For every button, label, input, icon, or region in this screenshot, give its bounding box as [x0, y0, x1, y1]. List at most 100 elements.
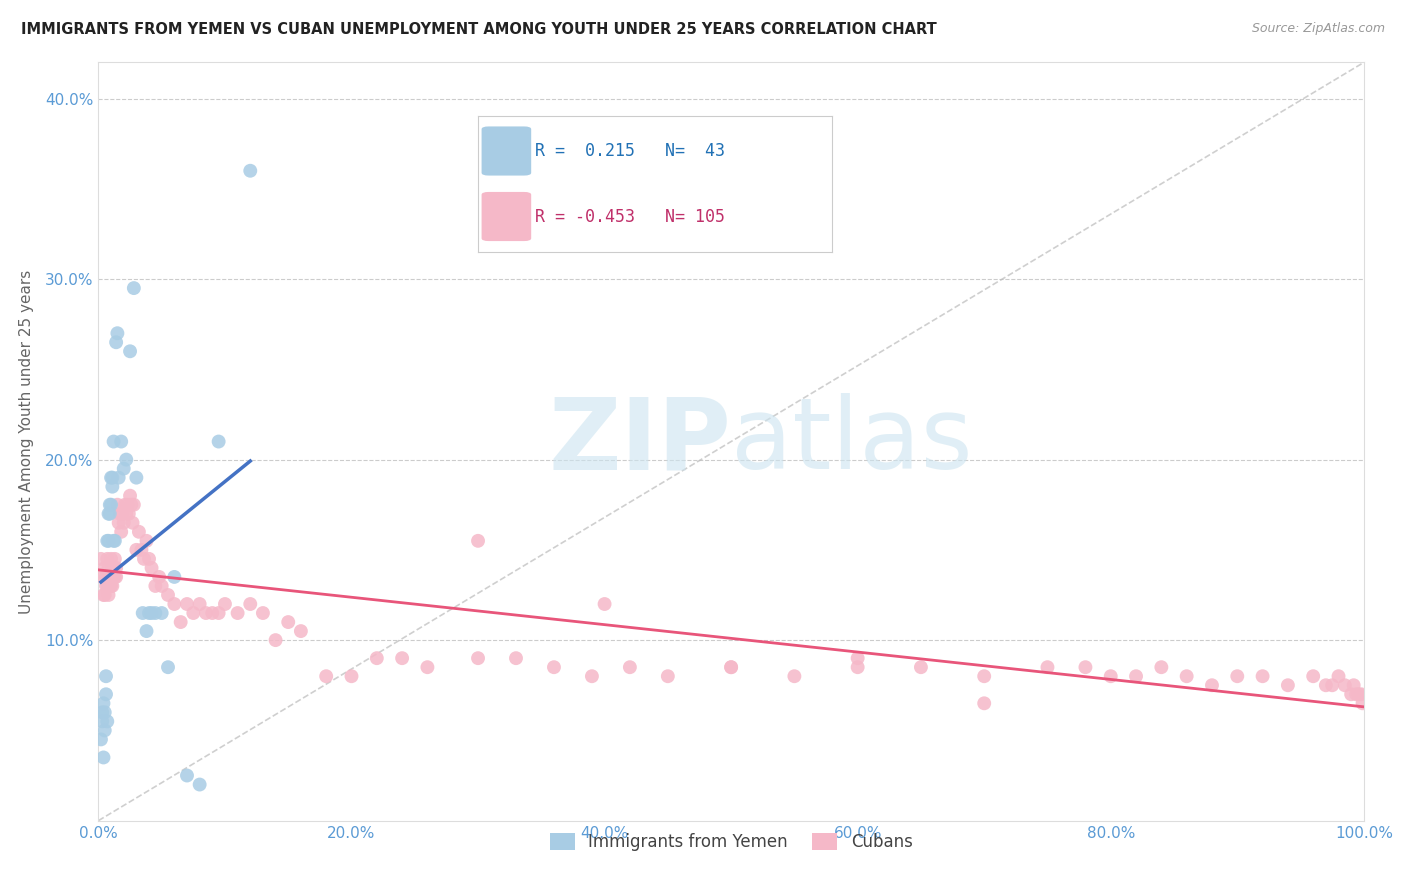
Point: [131, 542, 153, 557]
Point: [188, 597, 211, 611]
Point: [141, 606, 163, 620]
Point: [111, 507, 134, 521]
Point: [194, 606, 218, 620]
Text: IMMIGRANTS FROM YEMEN VS CUBAN UNEMPLOYMENT AMONG YOUTH UNDER 25 YEARS CORRELATI: IMMIGRANTS FROM YEMEN VS CUBAN UNEMPLOYM…: [21, 22, 936, 37]
Point: [121, 516, 143, 530]
Point: [101, 480, 124, 494]
Point: [110, 524, 132, 539]
Point: [1347, 687, 1369, 701]
Point: [105, 570, 128, 584]
Point: [208, 606, 231, 620]
Point: [100, 579, 122, 593]
Point: [183, 606, 205, 620]
Point: [252, 606, 274, 620]
Point: [619, 660, 641, 674]
Point: [120, 344, 141, 359]
Point: [290, 624, 312, 639]
Point: [94, 570, 117, 584]
Point: [96, 714, 118, 729]
Point: [91, 714, 114, 729]
Point: [1327, 669, 1350, 683]
Point: [94, 687, 117, 701]
Point: [157, 660, 180, 674]
Point: [973, 669, 995, 683]
Point: [90, 732, 112, 747]
Point: [120, 498, 142, 512]
Point: [104, 552, 127, 566]
Point: [101, 579, 124, 593]
Text: ZIP: ZIP: [548, 393, 731, 490]
Point: [1333, 678, 1355, 692]
Point: [97, 561, 120, 575]
Point: [264, 633, 287, 648]
Point: [100, 470, 122, 484]
Point: [94, 669, 117, 683]
Point: [96, 579, 118, 593]
Point: [1302, 669, 1324, 683]
Point: [103, 561, 125, 575]
Point: [720, 660, 742, 674]
Point: [846, 651, 869, 665]
Point: [98, 570, 121, 584]
Point: [112, 516, 135, 530]
Point: [103, 570, 125, 584]
Point: [138, 606, 160, 620]
Point: [107, 470, 129, 484]
Point: [1315, 678, 1337, 692]
Point: [98, 498, 121, 512]
Point: [176, 768, 198, 782]
Point: [105, 335, 128, 350]
Point: [97, 588, 120, 602]
Point: [157, 588, 180, 602]
Point: [96, 533, 118, 548]
Point: [107, 498, 129, 512]
Point: [366, 651, 388, 665]
Point: [1343, 678, 1365, 692]
Point: [104, 533, 127, 548]
Point: [101, 561, 124, 575]
Point: [593, 597, 616, 611]
Point: [125, 542, 148, 557]
Point: [214, 597, 236, 611]
Point: [150, 579, 173, 593]
Point: [112, 461, 135, 475]
Point: [122, 281, 145, 295]
Point: [1036, 660, 1059, 674]
Point: [104, 570, 127, 584]
Point: [505, 651, 527, 665]
Point: [118, 507, 141, 521]
Point: [145, 606, 166, 620]
Point: [128, 524, 150, 539]
Point: [1340, 687, 1362, 701]
Point: [122, 498, 145, 512]
Point: [188, 778, 211, 792]
Point: [391, 651, 413, 665]
Point: [100, 552, 122, 566]
Point: [110, 434, 132, 449]
Point: [132, 552, 155, 566]
Point: [1175, 669, 1198, 683]
Point: [910, 660, 932, 674]
Point: [93, 588, 117, 602]
Point: [543, 660, 565, 674]
Point: [138, 552, 160, 566]
Point: [125, 470, 148, 484]
Point: [1277, 678, 1299, 692]
Point: [467, 533, 489, 548]
Point: [163, 597, 186, 611]
Legend: Immigrants from Yemen, Cubans: Immigrants from Yemen, Cubans: [543, 826, 920, 858]
Point: [96, 552, 118, 566]
Point: [1351, 696, 1374, 710]
Point: [846, 660, 869, 674]
Point: [94, 579, 117, 593]
Point: [107, 516, 129, 530]
Point: [101, 470, 124, 484]
Point: [105, 561, 128, 575]
Point: [93, 561, 117, 575]
Point: [91, 570, 114, 584]
Point: [239, 597, 262, 611]
Point: [114, 498, 136, 512]
Point: [98, 507, 121, 521]
Point: [1125, 669, 1147, 683]
Point: [150, 606, 173, 620]
